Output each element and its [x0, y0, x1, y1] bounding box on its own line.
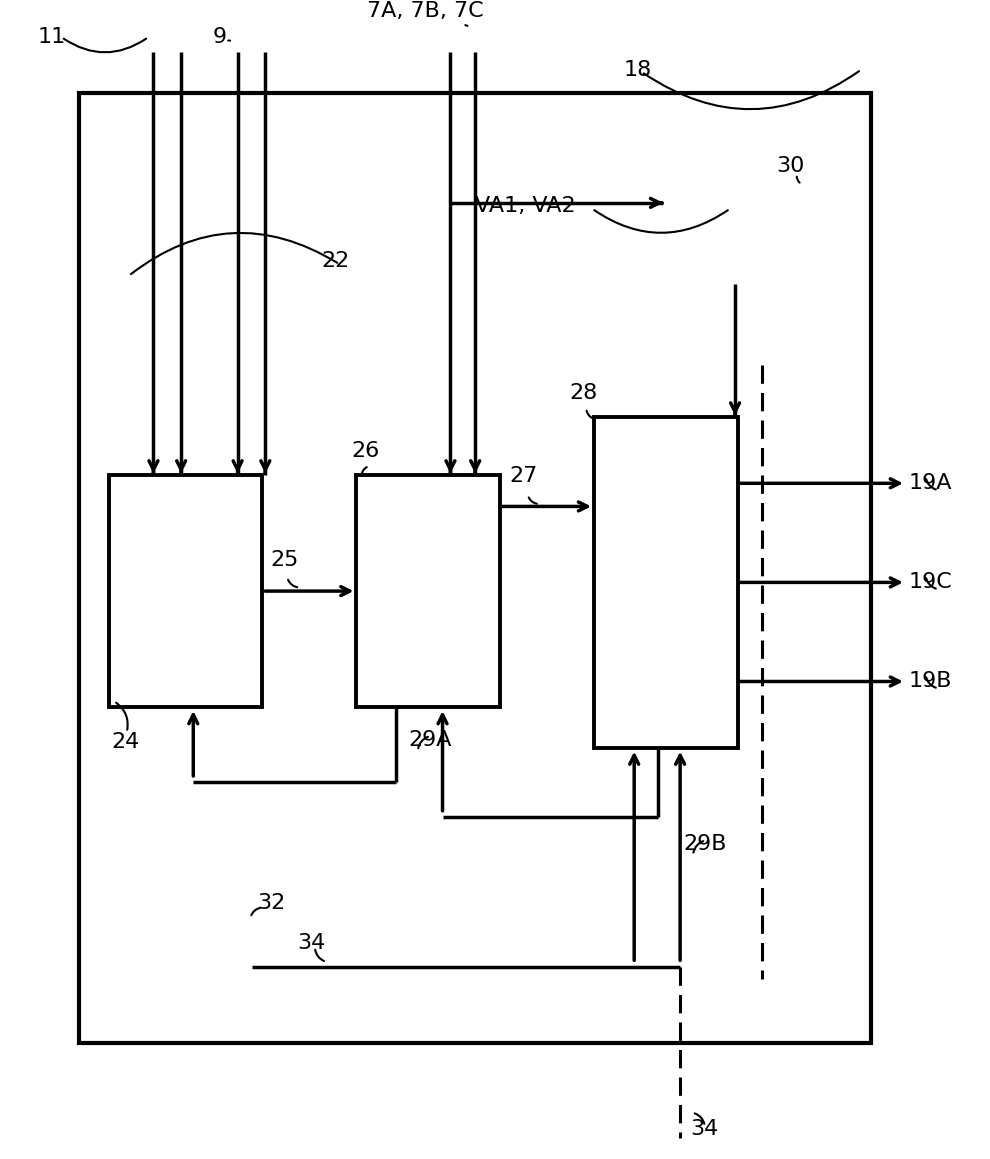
Text: 19B: 19B	[909, 671, 952, 692]
Bar	[663, 185, 807, 284]
Text: 18: 18	[624, 59, 652, 80]
Text: 27: 27	[510, 466, 539, 486]
Text: 11: 11	[38, 27, 66, 48]
Text: 28: 28	[569, 384, 598, 403]
Text: 34: 34	[297, 933, 326, 954]
Text: 30: 30	[776, 156, 805, 176]
Text: VA1, VA2: VA1, VA2	[475, 196, 576, 217]
Text: 25: 25	[270, 551, 299, 570]
Bar	[109, 475, 262, 707]
Text: 19A: 19A	[909, 473, 952, 494]
Text: 26: 26	[351, 442, 380, 461]
Bar	[594, 417, 738, 748]
Bar	[99, 313, 772, 811]
Text: 9: 9	[213, 27, 227, 48]
Bar	[79, 93, 871, 1043]
Text: 32: 32	[257, 894, 286, 913]
Text: 34: 34	[690, 1118, 719, 1139]
Text: 29A: 29A	[408, 730, 451, 750]
Text: 22: 22	[322, 250, 350, 271]
Bar	[356, 475, 500, 707]
Text: 29B: 29B	[683, 834, 727, 854]
Text: 24: 24	[112, 732, 141, 752]
Text: 19C: 19C	[909, 573, 952, 592]
Text: 7A, 7B, 7C: 7A, 7B, 7C	[367, 1, 484, 21]
Bar	[99, 919, 252, 1014]
